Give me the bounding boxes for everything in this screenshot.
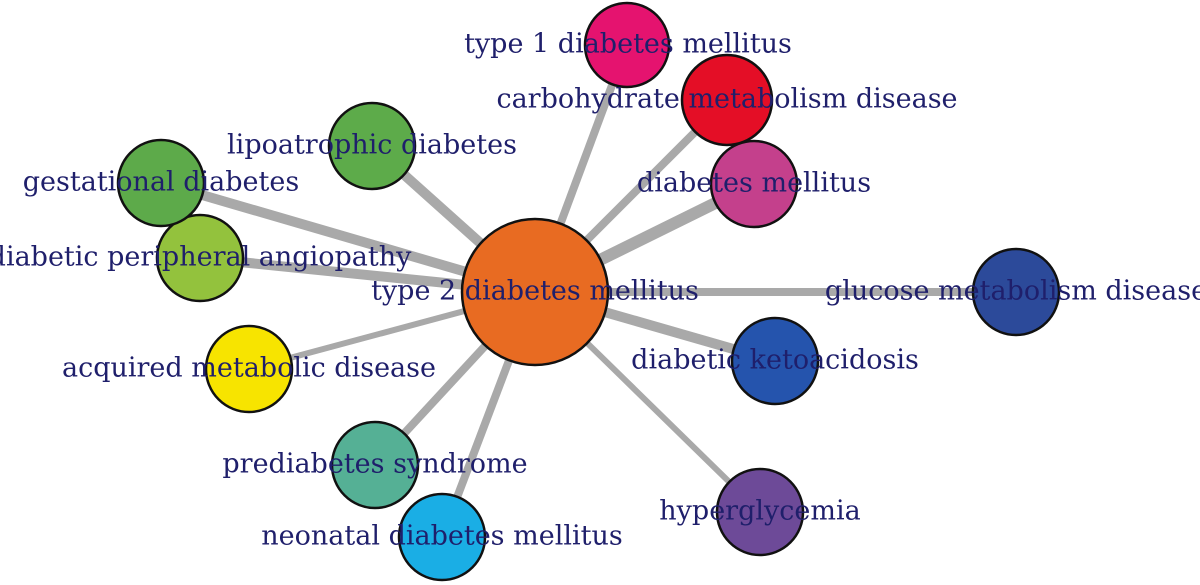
node-acquired[interactable]: [204, 324, 294, 414]
node-prediab[interactable]: [330, 420, 420, 510]
node-hyper[interactable]: [715, 467, 805, 557]
nodes-layer: [116, 1, 1061, 582]
node-glucose[interactable]: [971, 247, 1061, 337]
label-dm: diabetes mellitus: [637, 168, 871, 199]
labels-layer: type 1 diabetes mellitus carbohydrate met…: [0, 29, 1200, 552]
label-carb: carbohydrate metabolism disease: [496, 84, 957, 115]
node-dka[interactable]: [730, 316, 820, 406]
node-dm[interactable]: [709, 139, 799, 229]
node-gest[interactable]: [116, 138, 206, 228]
node-carb[interactable]: [680, 53, 774, 147]
label-periph: diabetic peripheral angiopathy: [0, 242, 412, 273]
label-hyper: hyperglycemia: [659, 496, 860, 527]
label-t1dm: type 1 diabetes mellitus: [464, 29, 792, 60]
label-lipo: lipoatrophic diabetes: [227, 130, 517, 161]
node-periph[interactable]: [155, 213, 245, 303]
node-center-t2dm[interactable]: [460, 217, 610, 367]
node-t1dm[interactable]: [583, 1, 671, 89]
node-lipo[interactable]: [327, 101, 417, 191]
label-t2dm: type 2 diabetes mellitus: [371, 276, 699, 307]
label-prediab: prediabetes syndrome: [222, 449, 527, 480]
label-dka: diabetic ketoacidosis: [631, 345, 919, 376]
label-neonatal: neonatal diabetes mellitus: [261, 521, 622, 552]
label-glucose: glucose metabolism disease: [825, 276, 1200, 307]
label-gest: gestational diabetes: [23, 167, 299, 198]
node-neonatal[interactable]: [397, 492, 487, 582]
label-acquired: acquired metabolic disease: [62, 353, 436, 384]
